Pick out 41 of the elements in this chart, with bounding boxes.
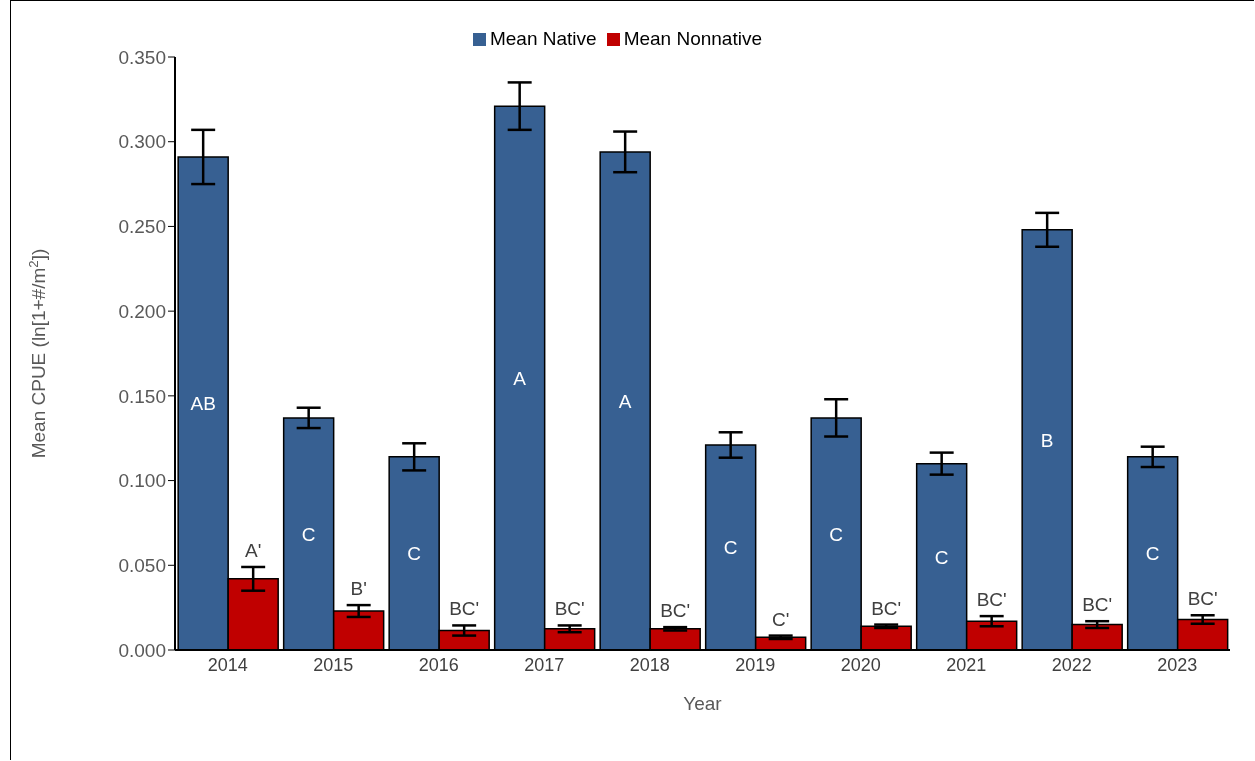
- data-label: C: [934, 546, 949, 568]
- data-label: B': [350, 578, 367, 600]
- data-label: BC': [449, 598, 480, 620]
- x-tick-label: 2023: [1157, 654, 1198, 675]
- data-label: A': [245, 539, 262, 561]
- data-label: BC': [976, 589, 1007, 611]
- data-label: C: [829, 523, 844, 545]
- y-tick-label: 0.300: [118, 131, 166, 153]
- data-label: BC': [660, 600, 691, 622]
- data-label: A: [618, 390, 632, 412]
- data-label: C: [301, 523, 316, 545]
- x-tick-label: 2016: [418, 654, 459, 675]
- x-axis-title: Year: [683, 693, 723, 714]
- data-label: B: [1040, 429, 1054, 451]
- data-label: C: [1145, 543, 1160, 565]
- x-tick-label: 2014: [207, 654, 248, 675]
- y-tick-label: 0.050: [118, 555, 166, 577]
- y-tick-label: 0.250: [118, 216, 166, 238]
- y-tick-label: 0.150: [118, 385, 166, 407]
- x-tick-label: 2020: [840, 654, 881, 675]
- data-label: C': [771, 608, 790, 630]
- x-tick-label: 2018: [629, 654, 670, 675]
- data-label: AB: [190, 393, 216, 415]
- y-tick-label: 0.200: [118, 300, 166, 322]
- y-tick-label: 0.100: [118, 470, 166, 492]
- x-tick-label: 2021: [946, 654, 987, 675]
- x-tick-label: 2017: [524, 654, 565, 675]
- data-label: BC': [1082, 594, 1113, 616]
- y-tick-label: 0.350: [118, 46, 166, 68]
- data-label: C: [723, 537, 738, 559]
- data-label: BC': [1187, 588, 1218, 610]
- legend-label: Mean Native: [489, 28, 597, 49]
- data-label: BC': [871, 597, 902, 619]
- x-tick-label: 2019: [735, 654, 776, 675]
- x-tick-label: 2015: [313, 654, 354, 675]
- data-label: BC': [554, 598, 585, 620]
- y-tick-label: 0.000: [118, 639, 166, 661]
- data-label: A: [513, 368, 527, 390]
- x-tick-label: 2022: [1051, 654, 1092, 675]
- legend-label: Mean Nonnative: [623, 28, 763, 49]
- data-label: C: [407, 543, 422, 565]
